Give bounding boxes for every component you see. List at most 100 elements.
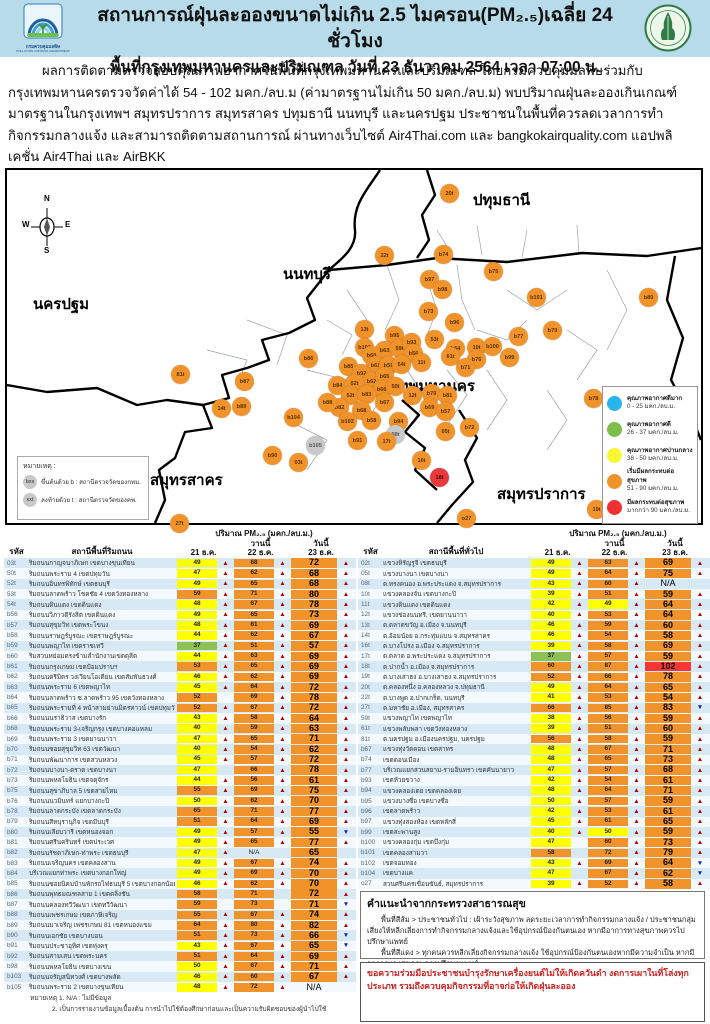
general-table-rows: 02t แขวงหิรัญรูจี เขตธนบุรี 49 ▲ 63 ▲ 69 ▲ 05t แข… [358,558,710,889]
pm25-value: 73 [645,837,691,848]
roadside-row-b87: b87 ริมถนนคลองทวีวัฒนา เขตทวีวัฒนา 59 73 71 ▼ [4,899,356,910]
station-marker-b80: b80 [639,288,658,307]
station-marker-b99: b99 [500,348,519,367]
pm25-value: 41 [531,693,571,702]
trend-up-icon: ▲ [342,869,350,877]
station-code: 11t [361,601,370,609]
trend-up-icon: ▲ [222,911,229,919]
trend-up-icon: ▲ [576,756,583,764]
station-marker-b57: b57 [436,402,455,421]
roadside-row-b91: b91 ริมถนนประชาอุทิศ เขตทุ่งครุ 43 ▲ 67 ▲ 65 ▼ [4,940,356,952]
pm25-value: 40 [531,610,571,620]
trend-up-icon: ▲ [222,580,229,588]
station-code: b103 [7,973,22,981]
trend-up-icon: ▲ [279,673,286,681]
station-name: ต.ตลาด อ.พระประแดง จ.สมุทรปราการ [383,653,491,661]
pm25-value: 49 [531,683,571,692]
bma-logo [644,4,692,52]
general-row-17t: 17t ต.ตลาด อ.พระประแดง จ.สมุทรปราการ 37 ▲ 57… [358,651,710,662]
station-code: b57 [7,621,18,629]
pm25-value: 67 [588,869,628,878]
general-row-b94: b94 แขวงคลองเตย เขตคลองเตย 48 ▲ 64 ▲ 71 ▲ [358,785,710,796]
trend-down-icon: ▼ [342,932,350,940]
station-code: b82 [7,849,18,857]
trend-up-icon: ▲ [222,942,229,950]
trend-up-icon: ▲ [279,859,286,867]
pm25-value: 79 [645,847,691,858]
trend-up-icon: ▲ [222,673,229,681]
station-code: 53t [7,590,16,598]
pm25-value: 69 [588,858,628,868]
pcd-logo: กรมควบคุมมลพิษ POLLUTION CONTROL DEPARTM… [14,3,72,55]
general-row-b67: b67 แขวงทุ่งวัดดอน เขตสาทร 48 ▲ 67 ▲ 71 ▲ [358,744,710,755]
trend-up-icon: ▲ [633,663,640,671]
trend-up-icon: ▲ [222,621,229,629]
station-marker-o27: o27 [457,509,476,528]
trend-up-icon: ▲ [222,601,229,609]
trend-up-icon: ▲ [222,735,229,743]
station-name: แขวงหิรัญรูจี เขตธนบุรี [383,560,447,568]
trend-up-icon: ▲ [279,735,286,743]
station-marker-18t: 18t [430,468,449,487]
pm25-value: 69 [234,869,274,878]
trend-up-icon: ▲ [342,735,350,743]
station-marker-b83: b83 [357,385,376,404]
station-name: ริมถนนเลียบวารี เขตหนองจอก [29,829,114,837]
station-marker-b69: b69 [420,398,439,417]
roadside-row-b66: b66 ริมถนนนราธิวาส เขตบางรัก 43 ▲ 58 ▲ 64 ▲ [4,713,356,724]
trend-up-icon: ▲ [342,963,350,971]
station-code: b89 [7,921,18,929]
pm25-value: 60 [531,662,571,671]
pm25-value: 65 [234,838,274,847]
trend-up-icon: ▲ [342,632,350,640]
pm25-value: 83 [645,702,691,713]
station-code: b68 [7,725,18,733]
roadside-row-b86: b86 ริมถนนพุทธมณฑลสาย 1 เขตตลิ่งชัน 58 71 72… [4,889,356,900]
trend-up-icon: ▲ [342,973,350,981]
pm25-value: 69 [234,693,274,702]
pm25-value: 69 [291,816,337,827]
pm25-value: 49 [531,569,571,578]
trend-up-icon: ▲ [576,807,583,815]
trend-up-icon: ▲ [696,683,704,691]
trend-up-icon: ▲ [576,611,583,619]
pm25-value: 73 [234,900,274,909]
roadside-row-b82: b82 ริมถนนรัชดาภิเษก-ท่าพระ เขตธนบุรี 47 ▲ N… [4,847,356,858]
pm25-value: 71 [645,785,691,796]
trend-up-icon: ▲ [279,756,286,764]
trend-up-icon: ▲ [279,776,286,784]
station-code: b71 [7,756,18,764]
pm25-value: 49 [177,827,217,837]
pm25-value: 45 [177,755,217,764]
compass-s: S [44,246,50,255]
general-row-61t: 61t แขวงพลับพลา เขตวังทองหลาง 39 ▲ 51 ▲ 60 ▲ [358,723,710,734]
roadside-row-b63: b63 ริมถนนพระราม 6 เขตพญาไท 45 ▲ 64 ▲ 72 ▲ [4,682,356,693]
pm25-value: 67 [234,600,274,609]
trend-up-icon: ▲ [342,952,350,960]
trend-up-icon: ▲ [279,683,286,691]
pm25-value: 58 [531,848,571,858]
station-marker-19t: 19t [587,500,606,519]
roadside-row-b98: b98 ริมถนนพหลโยธิน เขตบางเขน 50 ▲ 67 ▲ 71 ▲ [4,961,356,972]
pm25-value: 72 [291,702,337,713]
trend-up-icon: ▲ [342,704,350,712]
pm25-value: 42 [531,776,571,785]
station-code: b58 [7,632,18,640]
pm25-value: 47 [177,569,217,578]
pm25-value: 49 [588,600,628,609]
trend-up-icon: ▲ [633,652,640,660]
roadside-row-b71: b71 ริมถนนพัฒนาการ เขตสวนหลวง 45 ▲ 57 ▲ 72 ▲ [4,754,356,765]
cooperation-banner: ขอความร่วมมือประชาชนบำรุงรักษาเครื่องยนต… [360,962,705,1022]
pm25-value: 67 [234,703,274,713]
trend-up-icon: ▲ [342,673,350,681]
station-code: 03t [7,559,16,567]
pm25-value: 64 [588,786,628,796]
pm25-value: 46 [177,879,217,889]
pm25-value: 59 [645,795,691,806]
province-label: สมุทรปราการ [497,486,586,503]
trend-up-icon: ▲ [696,756,704,764]
trend-up-icon: ▲ [342,611,350,619]
trend-up-icon: ▲ [696,818,704,826]
pm25-value: 64 [234,817,274,827]
trend-up-icon: ▲ [342,776,350,784]
